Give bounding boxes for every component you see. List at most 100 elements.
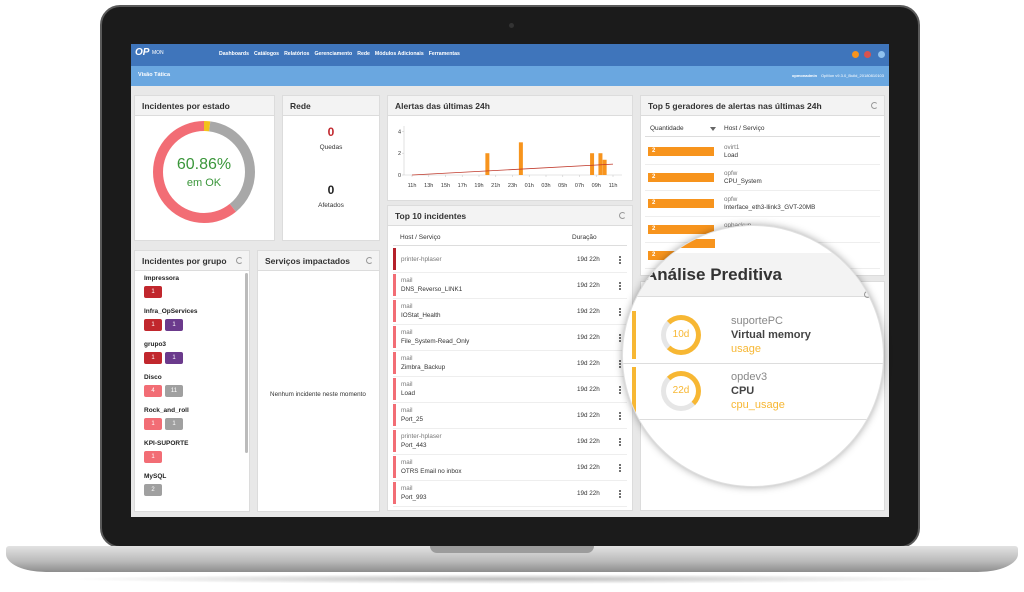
row-menu[interactable]: [619, 308, 621, 310]
x-tick-label: 11h: [609, 183, 618, 189]
count-bar: [648, 199, 714, 208]
y-tick-label: 4: [398, 129, 401, 135]
menu-item[interactable]: Relatórios: [284, 51, 310, 57]
bar: [518, 142, 523, 175]
service-name[interactable]: CPU: [731, 385, 755, 397]
badge[interactable]: [144, 418, 162, 430]
row-menu[interactable]: [619, 256, 621, 258]
service-name[interactable]: Load: [724, 152, 739, 159]
badge[interactable]: [165, 418, 183, 430]
severity-bar: [393, 456, 396, 478]
badge[interactable]: [144, 385, 162, 397]
panel-title: Incidentes por estado: [142, 101, 230, 111]
group-name[interactable]: grupo3: [144, 341, 167, 348]
service-name[interactable]: Virtual memory: [731, 329, 811, 341]
badge[interactable]: [165, 385, 183, 397]
refresh-button[interactable]: [619, 212, 626, 219]
badge[interactable]: [144, 352, 162, 364]
alerts-chart: 0 2 4 11h 13h 15h 17h 19h 21h 23h 01h 03h 05h 07h 09h 1…: [398, 126, 622, 189]
service-name[interactable]: Load: [401, 390, 416, 397]
x-tick-label: 11h: [408, 183, 417, 189]
service-name[interactable]: Interface_eth3-llink3_GVT-20MB: [724, 204, 816, 211]
group-name[interactable]: KPI-SUPORTE: [144, 440, 189, 447]
group-name[interactable]: Disco: [144, 374, 162, 381]
badge-count: 11: [170, 388, 178, 394]
group-name[interactable]: Impressora: [144, 275, 180, 282]
row-menu[interactable]: [619, 490, 621, 492]
row-divider: [393, 272, 627, 273]
scrollbar[interactable]: [245, 273, 248, 453]
donut-caption: em OK: [187, 177, 222, 189]
row-menu[interactable]: [619, 282, 621, 284]
service-name[interactable]: Port_25: [401, 416, 424, 423]
donut-percent: 60.86%: [177, 156, 231, 173]
service-name[interactable]: File_System-Read_Only: [401, 338, 470, 345]
panel-title: Serviços impactados: [265, 256, 351, 266]
refresh-button[interactable]: [871, 102, 878, 109]
service-name[interactable]: Port_443: [401, 442, 427, 449]
row-divider: [623, 419, 883, 420]
service-name[interactable]: CPU_System: [724, 178, 762, 185]
service-name[interactable]: Zimbra_Backup: [401, 364, 446, 371]
menu-item[interactable]: Rede: [357, 51, 370, 57]
host-name[interactable]: printer-hplaser: [401, 256, 442, 263]
panel-header: [282, 95, 380, 116]
group-name[interactable]: MySQL: [144, 473, 167, 480]
panel-title: Top 5 geradores de alertas nas últimas 2…: [648, 101, 822, 111]
panel-title: Incidentes por grupo: [142, 256, 227, 266]
row-divider: [645, 216, 880, 217]
refresh-button[interactable]: [864, 291, 871, 298]
service-name[interactable]: IOStat_Health: [401, 312, 441, 319]
sort-caret[interactable]: [710, 127, 716, 131]
nav-icon[interactable]: [878, 51, 885, 58]
badge[interactable]: [165, 319, 183, 331]
badge[interactable]: [165, 352, 183, 364]
service-name[interactable]: DNS_Reverso_LINK1: [401, 286, 463, 293]
x-tick-label: 07h: [575, 183, 584, 189]
badge[interactable]: [144, 319, 162, 331]
menu-item[interactable]: Módulos Adicionais: [374, 51, 424, 57]
row-menu[interactable]: [619, 438, 621, 440]
row-menu[interactable]: [619, 464, 621, 466]
row-divider: [393, 298, 627, 299]
bar: [602, 159, 607, 175]
row-menu[interactable]: [619, 412, 621, 414]
menu-item[interactable]: Gerenciamento: [314, 51, 353, 57]
badge[interactable]: [144, 484, 162, 496]
severity-bar: [393, 300, 396, 322]
group-name[interactable]: Infra_OpServices: [144, 308, 198, 315]
badge[interactable]: [144, 451, 162, 463]
row-menu[interactable]: [619, 360, 621, 362]
badge-count: 2: [151, 487, 155, 493]
menu-item[interactable]: Dashboards: [219, 51, 249, 57]
menu-item[interactable]: Ferramentas: [428, 51, 460, 57]
refresh-button[interactable]: [236, 257, 243, 264]
badge[interactable]: [144, 286, 162, 298]
duration: 19d 22h: [577, 256, 600, 263]
menu-item[interactable]: Catálogos: [253, 51, 280, 57]
duration: 19d 22h: [577, 412, 600, 419]
nav-icon[interactable]: [864, 51, 871, 58]
service-name[interactable]: OTRS Email no inbox: [401, 468, 462, 475]
row-menu[interactable]: [619, 334, 621, 336]
nav-icon[interactable]: [852, 51, 859, 58]
user-name[interactable]: opmonadmin: [791, 73, 818, 78]
host-name: mail: [401, 303, 413, 310]
group-name[interactable]: Rock_and_roll: [144, 407, 189, 414]
refresh-button[interactable]: [366, 257, 373, 264]
row-divider: [645, 164, 880, 165]
severity-bar: [393, 248, 396, 270]
row-divider: [623, 363, 883, 364]
donut-segment: [153, 121, 255, 223]
x-tick-label: 23h: [508, 183, 517, 189]
magnifier: Análise Preditiva 10d suportePC Virtual mem…: [622, 225, 884, 487]
service-name[interactable]: Port_993: [401, 494, 427, 501]
panel-title: Alertas das últimas 24h: [395, 101, 490, 111]
row-menu[interactable]: [619, 386, 621, 388]
host-name: mail: [401, 329, 413, 336]
x-tick-label: 17h: [458, 183, 467, 189]
duration: 19d 22h: [577, 490, 600, 497]
progress-ring: [661, 315, 701, 355]
top5-row-fragment: [649, 239, 715, 248]
